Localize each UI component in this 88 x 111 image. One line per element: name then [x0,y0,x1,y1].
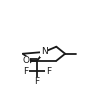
Text: F: F [46,67,51,76]
Text: F: F [23,67,28,76]
Text: F: F [34,77,40,86]
Text: N: N [41,48,47,56]
Text: O: O [22,56,29,65]
